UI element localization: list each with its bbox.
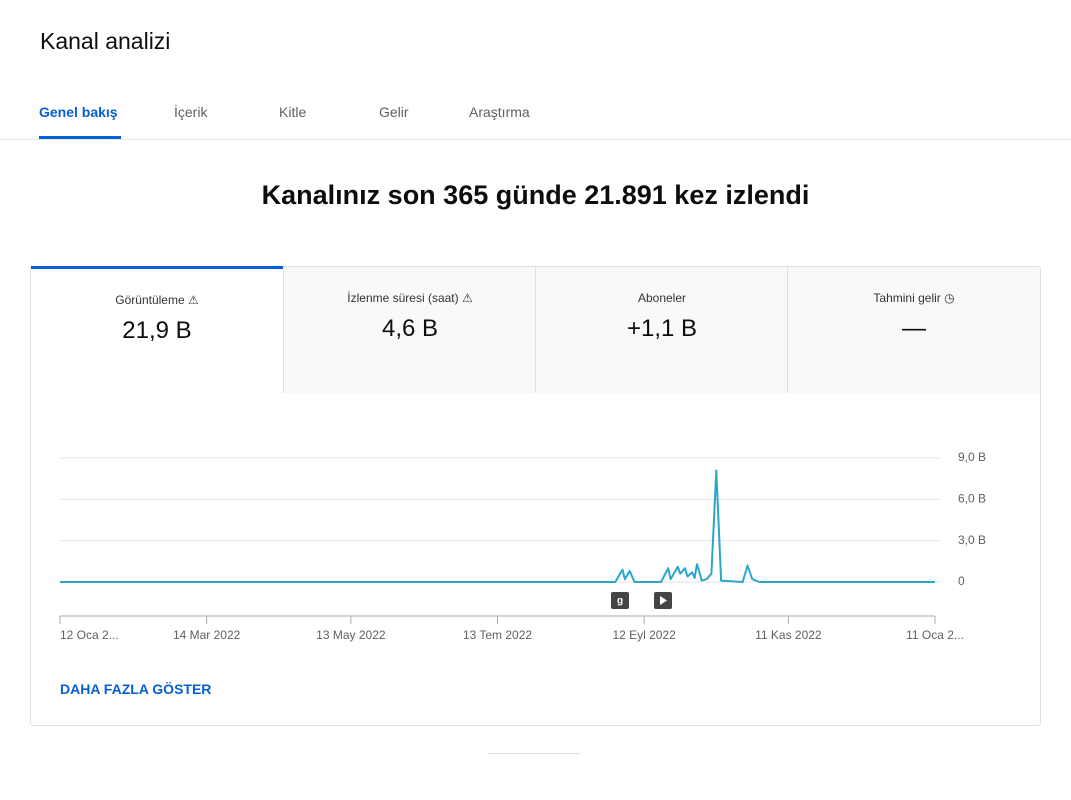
page-title: Kanal analizi — [40, 28, 171, 54]
header — [0, 0, 1071, 140]
tab[interactable]: Genel bakış — [39, 104, 118, 120]
tab[interactable]: İçerik — [174, 104, 208, 120]
line — [60, 469, 935, 583]
card — [30, 266, 1041, 726]
show-more-button[interactable]: DAHA FAZLA GÖSTER — [60, 681, 212, 697]
headline: Kanalınız son 365 günde 21.891 kez izlen… — [261, 180, 810, 210]
y-tick-label: 0 — [958, 574, 965, 588]
x-tick-label: 13 May 2022 — [316, 628, 386, 642]
y-tick-label: 9,0 B — [958, 450, 986, 464]
metric-value: 4,6 B — [381, 315, 439, 342]
metric-label: İzlenme süresi (saat) — [347, 291, 459, 305]
metric-label: Görüntüleme — [115, 293, 185, 307]
metric-value: 21,9 B — [122, 317, 192, 344]
y-tick-label: 6,0 B — [958, 492, 986, 506]
metric-tab[interactable]: Aboneler +1,1 B — [535, 267, 788, 393]
y-tick-label: 3,0 B — [958, 533, 986, 547]
x-tick-label: 13 Tem 2022 — [463, 628, 532, 642]
metric-value: — — [902, 315, 926, 342]
x-tick-label: 12 Eyl 2022 — [612, 628, 676, 642]
tab-indicator — [39, 136, 121, 139]
x-tick-label: 11 Oca 2... — [906, 628, 964, 642]
tab[interactable]: Gelir — [379, 104, 409, 120]
metric-label: Tahmini gelir — [873, 291, 941, 305]
play-icon — [660, 596, 667, 605]
tab[interactable]: Kitle — [279, 104, 307, 120]
x-tick-label: 11 Kas 2022 — [755, 628, 822, 642]
metric-label: Aboneler — [637, 291, 687, 305]
annotation: g — [617, 596, 623, 607]
metric-tab[interactable]: Görüntüleme ⚠ 21,9 B — [31, 266, 283, 395]
x-tick-label: 12 Oca 2... — [60, 628, 119, 642]
tab[interactable]: Araştırma — [469, 104, 530, 120]
metric-value: +1,1 B — [626, 315, 698, 342]
x-tick-label: 14 Mar 2022 — [173, 628, 241, 642]
metric-tab[interactable]: İzlenme süresi (saat) ⚠ 4,6 B — [283, 267, 536, 393]
annotation-badge — [611, 592, 629, 609]
metric-tab[interactable]: Tahmini gelir ◷ — — [787, 267, 1040, 393]
divider — [488, 753, 580, 754]
